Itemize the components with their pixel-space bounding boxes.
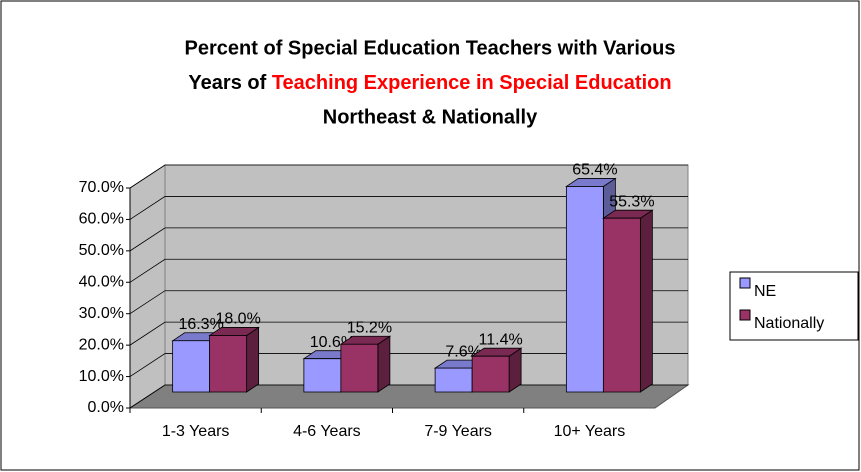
bar-side (639, 209, 653, 393)
bar (470, 347, 523, 393)
bar-front (209, 335, 248, 393)
chart-title-highlight: Teaching Experience in Special Education (272, 72, 672, 94)
chart-title: Percent of Special Education Teachers wi… (185, 37, 676, 59)
grid-line (129, 227, 688, 252)
side-wall (129, 164, 166, 409)
data-label: 18.0% (215, 311, 260, 328)
grid-line (129, 321, 688, 346)
bar-front (434, 367, 473, 393)
bar-side (246, 326, 260, 393)
chart-title: Years of Teaching Experience in Special … (188, 72, 671, 94)
grid-line (129, 196, 688, 220)
data-label: 15.2% (347, 319, 392, 336)
bar (339, 335, 392, 393)
y-tick-label: 20.0% (79, 336, 124, 353)
data-label: 55.3% (609, 193, 654, 210)
grid-line (129, 164, 688, 189)
x-tick-label: 1-3 Years (162, 423, 230, 440)
bar-front (340, 343, 379, 393)
y-tick-label: 10.0% (79, 368, 124, 385)
bar-side (377, 335, 391, 393)
legend-swatch (739, 309, 751, 321)
chart-title: Northeast & Nationally (323, 106, 538, 128)
y-tick-label: 30.0% (79, 305, 124, 322)
data-label: 16.3% (178, 316, 223, 333)
x-tick-label: 10+ Years (554, 423, 626, 440)
legend-label: Nationally (754, 315, 824, 332)
y-tick-label: 70.0% (79, 179, 124, 196)
bar-front (303, 358, 342, 393)
bar (602, 209, 654, 393)
chart-title: Years of (188, 72, 266, 94)
legend-swatch (739, 277, 751, 289)
data-label: 65.4% (572, 162, 617, 179)
legend (729, 271, 859, 341)
bar-front (471, 355, 510, 393)
bar-front (602, 217, 641, 393)
x-tick-label: 7-9 Years (424, 423, 492, 440)
y-tick-label: 40.0% (79, 274, 124, 291)
y-tick-label: 60.0% (79, 211, 124, 228)
x-tick-label: 4-6 Years (293, 423, 361, 440)
bar-front (565, 186, 604, 393)
bar (208, 326, 260, 393)
grid-line (129, 258, 688, 283)
y-tick-label: 50.0% (79, 242, 124, 259)
y-tick-label: 0.0% (88, 399, 124, 416)
grid-line (129, 290, 688, 315)
data-label: 11.4% (479, 331, 523, 348)
bar-front (172, 340, 211, 393)
legend-label: NE (754, 283, 776, 300)
